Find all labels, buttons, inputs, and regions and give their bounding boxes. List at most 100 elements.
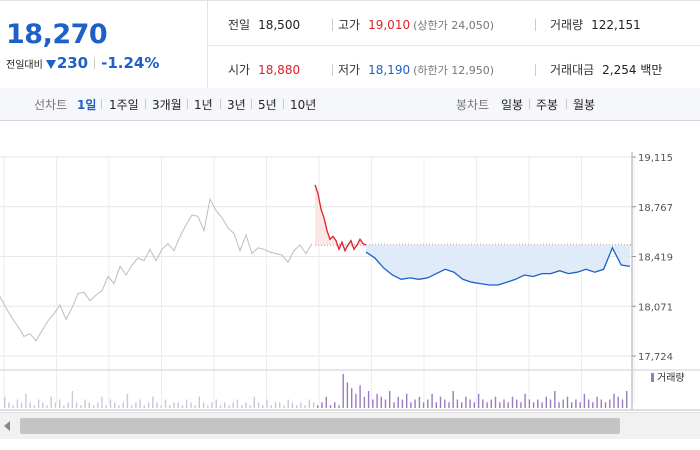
open-stat: 시가 18,880 [228, 61, 300, 78]
turnover-label: 거래대금 [550, 63, 595, 77]
change-value: 230 [56, 54, 89, 72]
volume-bar [185, 399, 188, 408]
turnover-value: 2,254 백만 [602, 63, 663, 77]
volume-bar [317, 405, 319, 408]
volume-bar [321, 402, 323, 408]
volume-bar [54, 402, 57, 408]
price-stats: 전일 18,500 고가 19,010 (상한가 24,050) 거래량 122,151… [208, 1, 700, 89]
down-line [365, 246, 631, 286]
volume-bar [507, 402, 509, 408]
volume-bar [579, 402, 581, 408]
tab-3y[interactable]: 3년 [227, 98, 246, 112]
divider [529, 99, 530, 109]
tab-10y[interactable]: 10년 [290, 98, 317, 112]
tab-weekly[interactable]: 주봉 [536, 98, 559, 112]
volume-bar [75, 402, 78, 408]
y-tick-label: 17,724 [638, 352, 673, 363]
tab-1y[interactable]: 1년 [194, 98, 213, 112]
tab-3m[interactable]: 3개월 [152, 98, 182, 112]
volume-bar [583, 393, 586, 408]
divider [94, 58, 96, 69]
volume-bar [541, 402, 543, 408]
volume-bar [346, 382, 349, 408]
volume-bar [118, 405, 120, 408]
volume-bar [431, 393, 433, 408]
volume-bar [355, 393, 357, 408]
volume-bar [63, 405, 65, 408]
volume-bar [427, 399, 429, 408]
volume-bar [253, 396, 255, 408]
volume-bar [105, 405, 107, 408]
scroll-thumb[interactable] [20, 418, 620, 434]
volume-bar [130, 405, 133, 408]
volume-bar [465, 396, 467, 408]
above-prev-close-area [315, 184, 366, 251]
divider [332, 19, 333, 31]
volume-bar [262, 405, 264, 408]
volume-bar [245, 402, 247, 408]
volume-bar [190, 402, 192, 408]
scroll-left-icon[interactable] [4, 421, 10, 431]
price-chart[interactable]: 19,115 18,767 18,419 18,071 17,724 거래량 [0, 120, 700, 450]
up-line [314, 184, 367, 253]
volume-bar [228, 405, 230, 408]
volume-bar [291, 402, 294, 408]
volume-bar [461, 402, 463, 408]
volume-bar [300, 402, 302, 408]
tab-5y[interactable]: 5년 [258, 98, 277, 112]
volume-bar [224, 402, 226, 408]
volume-bar [270, 405, 272, 408]
volume-bar [397, 396, 399, 408]
volume-bar [549, 399, 552, 408]
volume-bar [406, 393, 408, 408]
volume-bar [532, 402, 535, 408]
volume-bar [575, 399, 577, 408]
volume-legend-label: 거래량 [657, 372, 685, 384]
y-axis-ticks: 19,115 18,767 18,419 18,071 17,724 [632, 153, 673, 363]
volume-bar [283, 405, 285, 408]
volume-bar [156, 402, 158, 408]
down-arrow-icon [45, 60, 56, 69]
low-value: 18,190 [368, 63, 411, 77]
volume-bar [37, 399, 40, 408]
volume-bar [617, 396, 619, 408]
volume-bar [389, 391, 391, 408]
volume-bar [393, 402, 395, 408]
volume-bar [312, 402, 315, 408]
divider [535, 19, 536, 31]
volume-bar [456, 399, 459, 408]
high-stat: 고가 19,010 (상한가 24,050) [338, 16, 494, 33]
volume-bar [587, 399, 590, 408]
volume-bar [372, 399, 374, 408]
volume-bar [511, 396, 514, 408]
volume-bar [232, 402, 234, 408]
high-value: 19,010 [368, 18, 411, 32]
tab-daily[interactable]: 일봉 [501, 98, 524, 112]
candle-chart-title: 봉차트 [456, 98, 490, 112]
volume-bar [367, 391, 370, 408]
line-chart-title: 선차트 [34, 98, 68, 112]
chart-period-tabs: 선차트 1일 1주일 3개월 1년 3년 5년 10년 봉차트 일봉 주봉 월봉 [0, 88, 700, 121]
divider [283, 99, 284, 109]
volume-bar [482, 399, 484, 408]
prev-close-stat: 전일 18,500 [228, 16, 300, 33]
volume-bar [609, 399, 611, 408]
tab-monthly[interactable]: 월봉 [573, 98, 596, 112]
volume-bar [613, 393, 615, 408]
volume-bar [135, 402, 137, 408]
volume-bars [4, 374, 628, 408]
volume-bar [109, 399, 112, 408]
volume-bar [490, 399, 492, 408]
y-tick-label: 18,071 [638, 302, 673, 313]
volume-bar [71, 391, 74, 408]
volume-bar [194, 405, 196, 408]
tab-1w[interactable]: 1주일 [109, 98, 139, 112]
volume-bar [122, 402, 124, 408]
volume-bar [520, 402, 522, 408]
volume-bar [537, 399, 539, 408]
chart-scrollbar[interactable] [0, 412, 700, 439]
volume-bar [562, 399, 564, 408]
tab-1d[interactable]: 1일 [77, 98, 97, 112]
volume-bar [435, 402, 437, 408]
volume-bar [266, 399, 268, 408]
